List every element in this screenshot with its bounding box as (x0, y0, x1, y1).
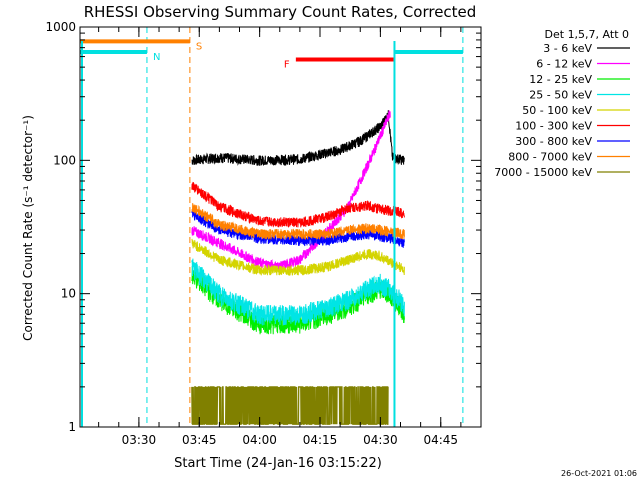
series-line-2 (191, 265, 405, 335)
y-tick-label: 10 (61, 287, 76, 301)
legend: 3 - 6 keV 6 - 12 keV 12 - 25 keV 25 - 50 ke… (494, 42, 630, 179)
series-line-1 (191, 110, 391, 273)
chart-title: RHESSI Observing Summary Count Rates, Co… (84, 3, 477, 21)
legend-label-5: 100 - 300 keV (515, 120, 592, 133)
legend-label-4: 50 - 100 keV (522, 104, 592, 117)
series-line-4 (191, 238, 405, 276)
x-tick-label: 03:45 (182, 433, 217, 447)
legend-label-1: 6 - 12 keV (536, 58, 592, 71)
x-tick-label: 03:30 (122, 433, 157, 447)
x-tick-label: 04:00 (242, 433, 277, 447)
legend-title: Det 1,5,7, Att 0 (545, 28, 629, 41)
plot-area: N S F 1 10 100 1000 03:30 03:45 04:00 04:15 04:30 04… (45, 20, 482, 447)
y-axis-label: Corrected Count Rate (s⁻¹ detector⁻¹) (21, 115, 35, 341)
flag-label-N: N (153, 52, 160, 63)
x-axis-label: Start Time (24-Jan-16 03:15:22) (174, 456, 382, 471)
series-line-7 (191, 203, 405, 240)
timestamp-label: 26-Oct-2021 01:06 (561, 469, 637, 478)
x-tick-label: 04:15 (303, 433, 338, 447)
plot-frame (79, 26, 482, 428)
flag-label-F: F (284, 60, 290, 71)
series-line-8 (191, 386, 389, 425)
series-line-5 (191, 181, 405, 228)
x-tick-label: 04:30 (363, 433, 398, 447)
legend-label-6: 300 - 800 keV (515, 135, 592, 148)
legend-label-7: 800 - 7000 keV (508, 151, 592, 164)
legend-label-0: 3 - 6 keV (543, 42, 592, 55)
x-tick-label: 04:45 (423, 433, 458, 447)
y-tick-label: 1 (68, 420, 76, 434)
series-line-0 (191, 110, 405, 166)
flag-label-S: S (196, 41, 202, 52)
y-tick-label: 1000 (45, 20, 76, 34)
legend-label-8: 7000 - 15000 keV (494, 166, 592, 179)
y-tick-label: 100 (53, 153, 76, 167)
series-line-3 (191, 258, 405, 326)
legend-label-2: 12 - 25 keV (529, 73, 592, 86)
legend-label-3: 25 - 50 keV (529, 89, 592, 102)
